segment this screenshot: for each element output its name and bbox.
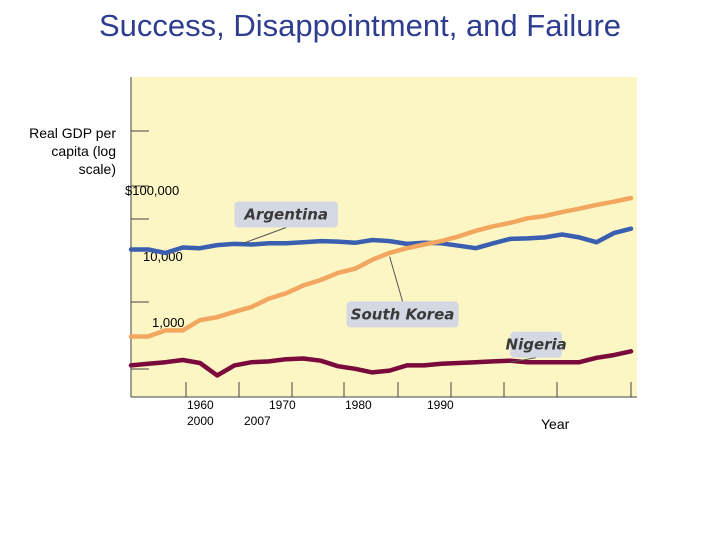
annotation-box (510, 331, 563, 358)
x-axis-tick-labels: 1960 2000 1970 2007 1980 1990 (187, 398, 454, 428)
x-tick-label-1990: 1990 (427, 398, 454, 412)
x-axis-label: Year (541, 416, 570, 432)
y-axis-label: Real GDP per capita (log scale) (29, 125, 116, 177)
x-tick-label-1960: 1960 (187, 398, 214, 412)
series-line-south-korea (128, 195, 634, 339)
x-tick-label-1980: 1980 (345, 398, 372, 412)
annotation-label-nigeria: Nigeria (506, 336, 567, 354)
y-axis-ticks (130, 77, 149, 397)
annotation-argentina: Argentina (234, 201, 338, 244)
annotation-label-south-korea: South Korea (351, 305, 455, 323)
annotation-nigeria: Nigeria (506, 331, 567, 363)
series-line-nigeria (128, 349, 634, 378)
series-line-argentina (128, 226, 634, 256)
annotation-leader-line (242, 227, 287, 244)
y-tick-label-1000: 1,000 (152, 315, 185, 330)
series-lines (128, 195, 634, 378)
y-tick-label-100000: $100,000 (125, 183, 179, 198)
series-annotations: Argentina South Korea Nigeria (234, 201, 567, 363)
annotation-box (346, 301, 459, 328)
x-tick-label-2007: 2007 (244, 414, 271, 428)
annotation-leader-line (389, 256, 404, 302)
annotation-south-korea: South Korea (346, 256, 459, 328)
annotation-leader-line (510, 357, 537, 363)
x-tick-label-1970: 1970 (269, 398, 296, 412)
slide-title: Success, Disappointment, and Failure (98, 8, 622, 43)
x-axis-ticks (131, 382, 637, 398)
x-tick-label-2000: 2000 (187, 414, 214, 428)
annotation-box (234, 201, 338, 228)
annotation-label-argentina: Argentina (243, 205, 328, 223)
